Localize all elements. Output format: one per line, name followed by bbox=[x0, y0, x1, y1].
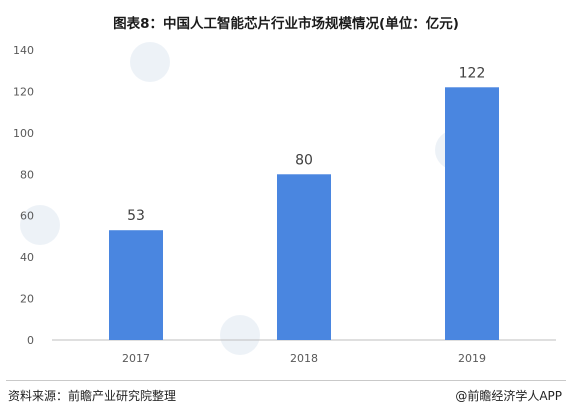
watermark-logo bbox=[220, 315, 260, 355]
x-tick-label-2017: 2017 bbox=[122, 352, 150, 365]
data-label-2019: 122 bbox=[459, 65, 486, 81]
source-note: 资料来源：前瞻产业研究院整理 bbox=[8, 389, 177, 403]
watermark-logo bbox=[20, 205, 60, 245]
y-tick-label: 60 bbox=[20, 210, 34, 223]
publisher-credit: @前瞻经济学人APP bbox=[455, 387, 562, 404]
bar-2019 bbox=[445, 87, 499, 341]
x-tick-label-2019: 2019 bbox=[458, 352, 486, 365]
data-label-2018: 80 bbox=[295, 152, 313, 168]
y-axis: 0 20 40 60 80 100 120 140 bbox=[13, 44, 34, 347]
footer-divider bbox=[6, 380, 566, 381]
y-tick-label: 100 bbox=[13, 127, 34, 140]
watermark-logo bbox=[130, 42, 170, 82]
x-tick-labels: 2017 2018 2019 bbox=[122, 352, 486, 365]
at-symbol: @ bbox=[455, 389, 468, 403]
publisher-name: 前瞻经济学人APP bbox=[467, 389, 562, 403]
x-tick-label-2018: 2018 bbox=[290, 352, 318, 365]
y-tick-label: 0 bbox=[27, 334, 34, 347]
bar-chart: 0 20 40 60 80 100 120 140 53 80 122 2017 2018 2019 bbox=[13, 42, 556, 365]
data-labels: 53 80 122 bbox=[127, 65, 485, 224]
chart-title: 图表8：中国人工智能芯片行业市场规模情况(单位：亿元) bbox=[113, 16, 459, 32]
y-tick-label: 140 bbox=[13, 44, 34, 57]
data-label-2017: 53 bbox=[127, 208, 145, 224]
y-tick-label: 40 bbox=[20, 251, 34, 264]
bar-2018 bbox=[277, 174, 331, 340]
footer: 资料来源：前瞻产业研究院整理 @前瞻经济学人APP bbox=[0, 380, 572, 413]
y-tick-label: 80 bbox=[20, 168, 34, 181]
watermark-group bbox=[20, 42, 475, 355]
bars bbox=[109, 87, 499, 341]
y-tick-label: 120 bbox=[13, 85, 34, 98]
bar-2017 bbox=[109, 230, 163, 340]
y-tick-label: 20 bbox=[20, 293, 34, 306]
